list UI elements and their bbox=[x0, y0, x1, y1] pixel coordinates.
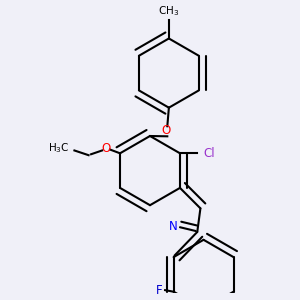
Text: Cl: Cl bbox=[204, 147, 215, 160]
Text: N: N bbox=[169, 220, 178, 233]
Text: O: O bbox=[161, 124, 170, 137]
Text: F: F bbox=[156, 284, 163, 297]
Text: CH$_3$: CH$_3$ bbox=[158, 4, 179, 18]
Text: O: O bbox=[101, 142, 110, 155]
Text: H$_3$C: H$_3$C bbox=[48, 141, 70, 155]
